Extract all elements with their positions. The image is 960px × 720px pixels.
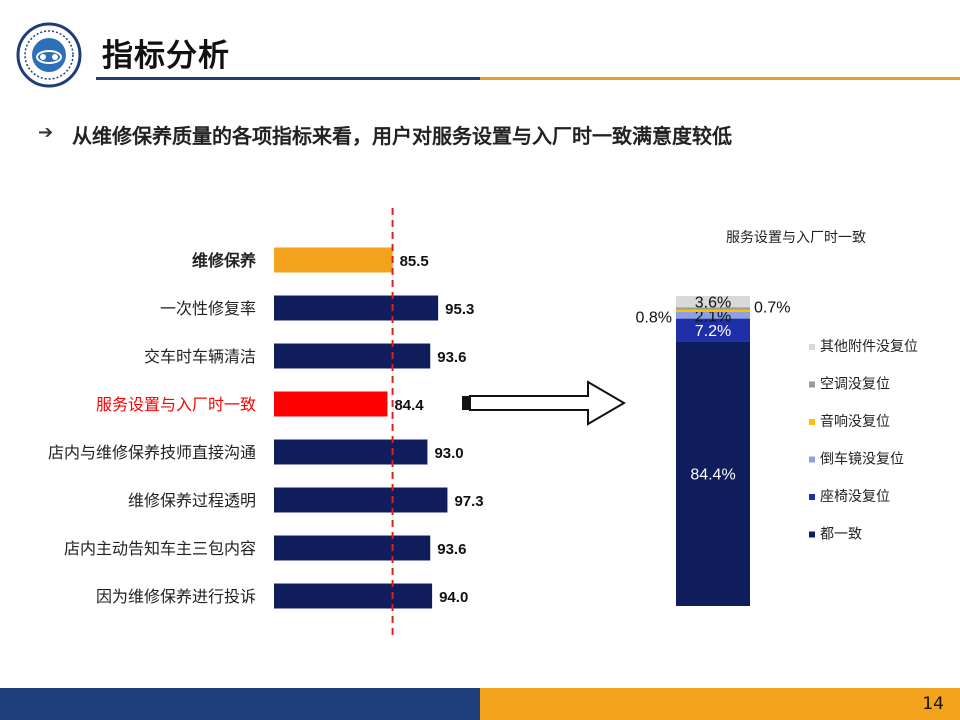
stacked-chart-title: 服务设置与入厂时一致 [726,230,866,246]
chart-area: 维修保养 85.5 一次性修复率 95.3 交车时车辆清洁 93.6 服务设置与入厂时一致 8… [48,208,918,636]
category-label: 服务设置与入厂时一致 [96,395,256,414]
bar [274,583,433,609]
stacked-segment [676,341,750,606]
category-label: 维修保养过程透明 [128,491,256,510]
bar-value-label: 93.6 [437,541,466,558]
category-label: 一次性修复率 [160,299,256,318]
category-label: 店内主动告知车主三包内容 [64,539,256,558]
legend-marker [809,456,815,463]
arrow-right-icon: ➔ [38,122,54,143]
stacked-segment [676,309,750,313]
legend-marker [809,381,815,388]
legend-entry: 音响没复位 [820,413,890,430]
emblem-logo [16,22,82,88]
bar-value-label: 93.0 [434,445,463,462]
segment-label: 84.4% [690,467,735,484]
stacked-segment [676,307,750,310]
bar [274,439,428,465]
legend-marker [809,344,815,350]
bar-value-label: 97.3 [454,493,483,510]
footer-bar-blue [0,688,480,720]
bar [274,295,439,321]
segment-label: 2.1% [695,308,731,325]
bar [274,247,393,273]
stacked-segment [676,312,750,319]
category-label: 店内与维修保养技师直接沟通 [48,443,256,462]
legend-entry: 都一致 [820,527,862,543]
legend-marker [809,494,815,500]
legend-entry: 空调没复位 [820,376,890,393]
legend-entry: 座椅没复位 [820,488,890,505]
bar-value-label: 95.3 [445,301,474,318]
legend-entry: 其他附件没复位 [820,338,918,355]
hollow-arrow-icon [469,380,626,426]
page-title: 指标分析 [102,38,230,74]
category-label: 维修保养 [192,251,257,270]
legend-entry: 倒车镜没复位 [820,451,904,468]
legend-marker [809,419,815,425]
bar [274,487,448,513]
bar [274,343,431,369]
bar-value-label: 85.5 [400,253,429,270]
category-label: 因为维修保养进行投诉 [96,587,256,606]
bar-value-label: 84.4 [394,397,424,414]
stacked-segment [676,318,750,342]
subtitle: 从维修保养质量的各项指标来看，用户对服务设置与入厂时一致满意度较低 [72,124,732,148]
bar [274,391,388,417]
footer-bar-gold [480,688,960,720]
arrow-tail-block [462,396,470,410]
segment-label: 0.7% [754,299,790,316]
segment-label: 0.8% [636,310,672,327]
title-rule-gold [480,77,960,80]
bar-value-label: 94.0 [439,589,468,606]
legend-marker [809,531,815,538]
bar [274,535,431,561]
category-label: 交车时车辆清洁 [144,347,256,366]
page-number: 14 [922,694,944,714]
segment-label: 3.6% [695,295,731,312]
bar-value-label: 93.6 [437,349,466,366]
segment-label: 7.2% [695,323,731,340]
title-rule-blue [96,77,480,80]
stacked-segment [676,296,750,308]
